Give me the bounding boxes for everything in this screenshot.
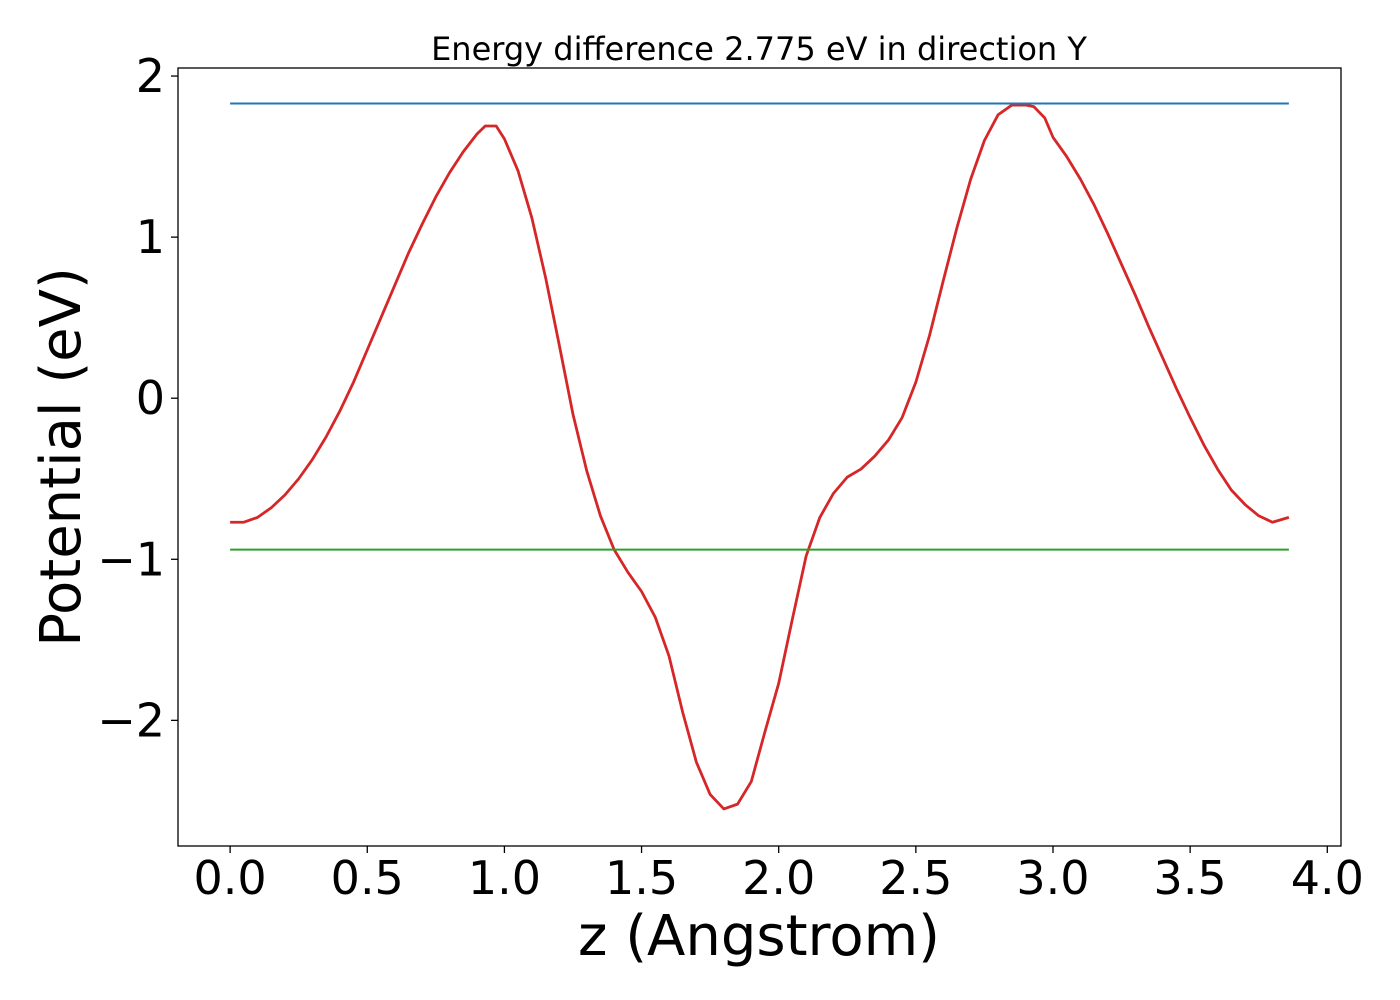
x-axis: 0.0 0.5 1.0 1.5 2.0 2.5 3.0 3.5 4.0 [194,846,1364,905]
x-tick-label: 0.5 [331,851,404,905]
y-tick-label: 2 [136,49,165,103]
x-tick-label: 1.5 [605,851,678,905]
x-tick-label: 3.0 [1016,851,1089,905]
x-tick-label: 0.0 [194,851,267,905]
x-axis-label: z (Angstrom) [578,904,940,969]
y-axis-label: Potential (eV) [29,267,94,647]
chart-title: Energy difference 2.775 eV in direction … [431,30,1087,68]
y-axis: −2 −1 0 1 2 [97,49,178,747]
x-tick-label: 1.0 [468,851,541,905]
series-line-0 [230,103,1290,811]
y-tick-label: 0 [136,371,165,425]
x-tick-label: 4.0 [1291,851,1364,905]
axes-frame [177,67,1342,847]
x-tick-label: 2.0 [742,851,815,905]
y-tick-label: −2 [97,693,165,747]
y-tick-label: −1 [97,532,165,586]
x-tick-label: 2.5 [879,851,952,905]
y-tick-label: 1 [136,210,165,264]
plot-area [230,102,1290,811]
x-tick-label: 3.5 [1154,851,1227,905]
